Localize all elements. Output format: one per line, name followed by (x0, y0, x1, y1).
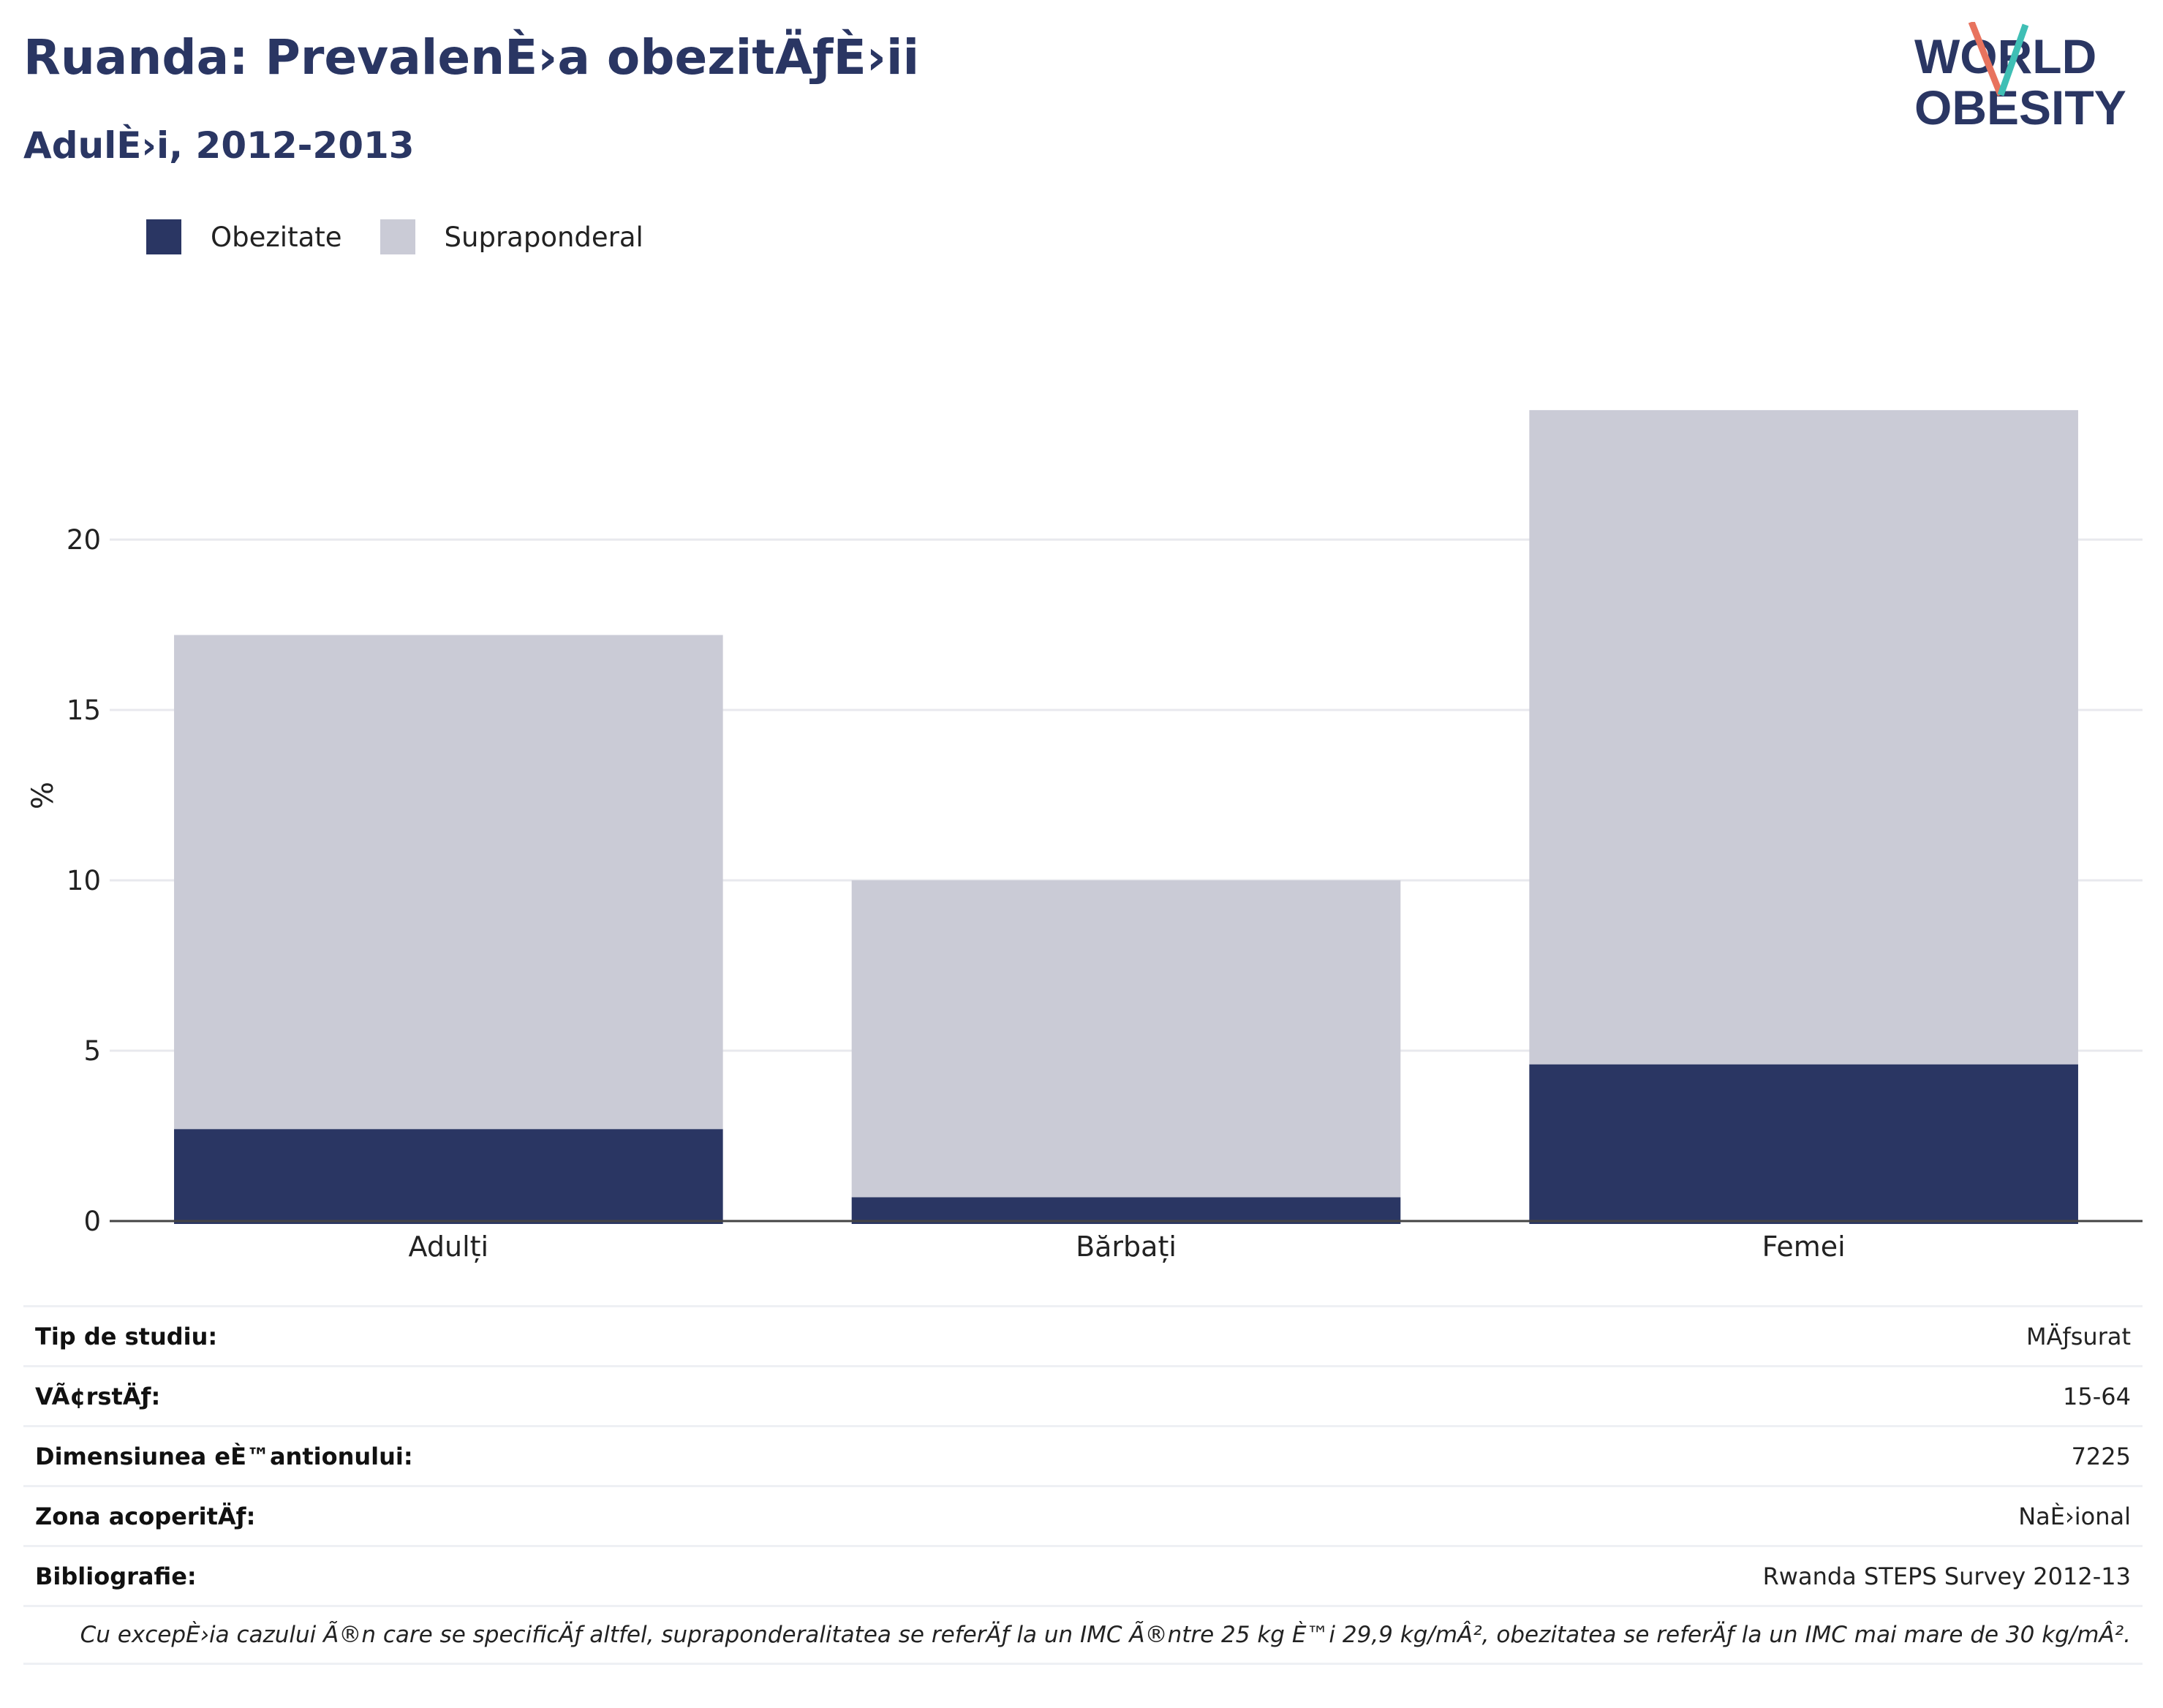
legend-item-obesity[interactable]: Obezitate (146, 219, 342, 254)
bar-overweight (174, 635, 723, 1130)
info-value: 15-64 (2063, 1382, 2131, 1410)
info-value: NaÈ›ional (2018, 1502, 2131, 1530)
logo-line2: OBESITY (1914, 80, 2126, 135)
y-tick-label: 5 (83, 1035, 101, 1067)
bar-overweight (1529, 409, 2078, 1065)
legend-swatch-obesity (146, 219, 181, 254)
info-row-sample-size: Dimensiunea eÈ™antionului: 7225 (23, 1425, 2143, 1485)
info-label: Zona acoperitÄƒ: (35, 1502, 256, 1530)
legend-swatch-overweight (380, 219, 415, 254)
y-tick-label: 20 (67, 524, 101, 556)
bmi-footnote: Cu excepÈ›ia cazului Ã®n care se specifi… (23, 1605, 2143, 1665)
legend-label-overweight: Supraponderal (444, 221, 643, 253)
info-value: MÄƒsurat (2026, 1322, 2131, 1350)
info-value: Rwanda STEPS Survey 2012-13 (1762, 1562, 2131, 1590)
legend-label-obesity: Obezitate (211, 221, 342, 253)
study-info-table: Tip de studiu: MÄƒsurat VÃ¢rstÄƒ: 15-64 … (23, 1305, 2143, 1665)
info-label: Dimensiunea eÈ™antionului: (35, 1442, 413, 1470)
bar-overweight (851, 880, 1401, 1198)
info-row-bibliography: Bibliografie: Rwanda STEPS Survey 2012-1… (23, 1545, 2143, 1605)
logo-slash-red (1968, 22, 2004, 97)
chart-legend: Obezitate Supraponderal (146, 218, 682, 256)
logo-slash-teal (1997, 23, 2029, 97)
legend-item-overweight[interactable]: Supraponderal (380, 219, 643, 254)
bar-chart: 0 5 10 15 20% Adulți Bărbați Femei (26, 409, 2143, 1263)
info-row-area: Zona acoperitÄƒ: NaÈ›ional (23, 1485, 2143, 1545)
info-label: VÃ¢rstÄƒ: (35, 1382, 161, 1410)
bar-obesity (174, 1129, 723, 1224)
chart-subtitle: AdulÈ›i, 2012-2013 (23, 124, 415, 167)
x-tick-label: Bărbați (1076, 1231, 1177, 1263)
y-tick-label: 0 (83, 1206, 101, 1237)
bar-obesity (851, 1197, 1401, 1224)
info-row-study-type: Tip de studiu: MÄƒsurat (23, 1305, 2143, 1365)
world-obesity-logo: WORLD OBESITY (1914, 22, 2126, 135)
x-tick-label: Femei (1762, 1231, 1846, 1263)
info-row-age: VÃ¢rstÄƒ: 15-64 (23, 1365, 2143, 1425)
info-value: 7225 (2071, 1442, 2131, 1470)
y-tick-label: 15 (67, 695, 101, 726)
y-axis-label: % (26, 782, 60, 809)
info-label: Bibliografie: (35, 1562, 197, 1590)
y-tick-label: 10 (67, 865, 101, 896)
info-label: Tip de studiu: (35, 1322, 218, 1350)
bar-obesity (1529, 1064, 2078, 1224)
chart-title: Ruanda: PrevalenÈ›a obezitÄƒÈ›ii (23, 29, 920, 86)
x-tick-label: Adulți (409, 1231, 489, 1263)
